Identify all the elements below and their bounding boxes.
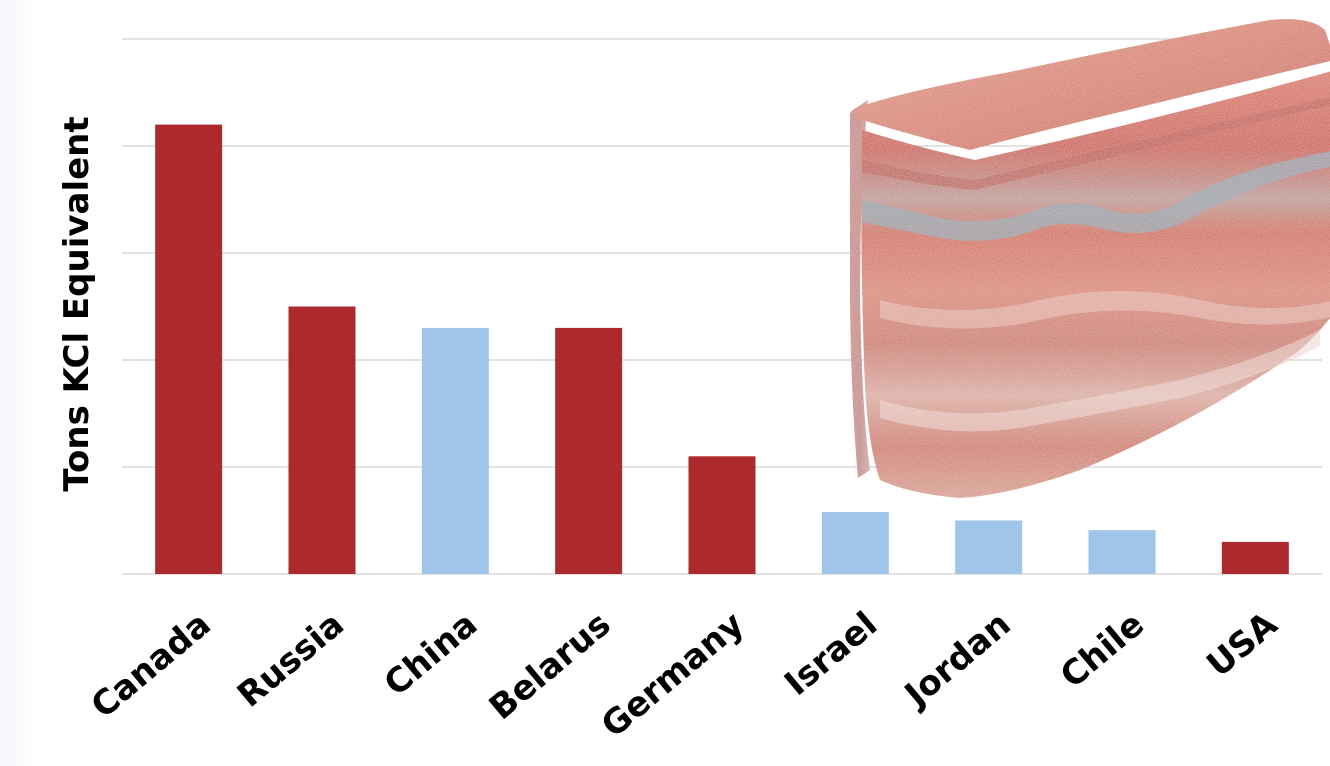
bar-china: [421, 327, 489, 574]
bars: [155, 124, 1289, 574]
potash-rock-image: [849, 19, 1330, 498]
x-tick-label: Russia: [230, 604, 352, 715]
x-tick-label: Israel: [777, 604, 885, 704]
rock-front-face: [861, 71, 1330, 498]
rock-light-streak: [880, 291, 1330, 329]
bar-russia: [288, 306, 356, 574]
rock-light-streak: [880, 330, 1320, 432]
bar-belarus: [555, 327, 623, 574]
bar-usa: [1221, 541, 1289, 574]
rock-grey-band: [862, 151, 1330, 241]
bar-israel: [821, 511, 889, 574]
y-axis-title: Tons KCl Equivalent: [57, 116, 97, 491]
x-tick-label: China: [377, 604, 485, 704]
x-tick-label: Germany: [594, 604, 752, 746]
x-tick-label: Belarus: [482, 604, 619, 728]
x-tick-label: Jordan: [896, 604, 1018, 716]
bar-germany: [688, 456, 756, 574]
x-tick-label: Canada: [84, 604, 219, 726]
rock-side-face: [849, 100, 870, 478]
rock-dark-streak: [862, 97, 1330, 190]
bar-jordan: [955, 520, 1023, 574]
x-tick-label: USA: [1199, 604, 1285, 685]
rock-top-face: [856, 19, 1330, 150]
bar-chile: [1088, 530, 1156, 574]
bar-canada: [155, 124, 223, 574]
x-tick-label: Chile: [1053, 604, 1152, 696]
left-edge-shading: [0, 0, 36, 766]
